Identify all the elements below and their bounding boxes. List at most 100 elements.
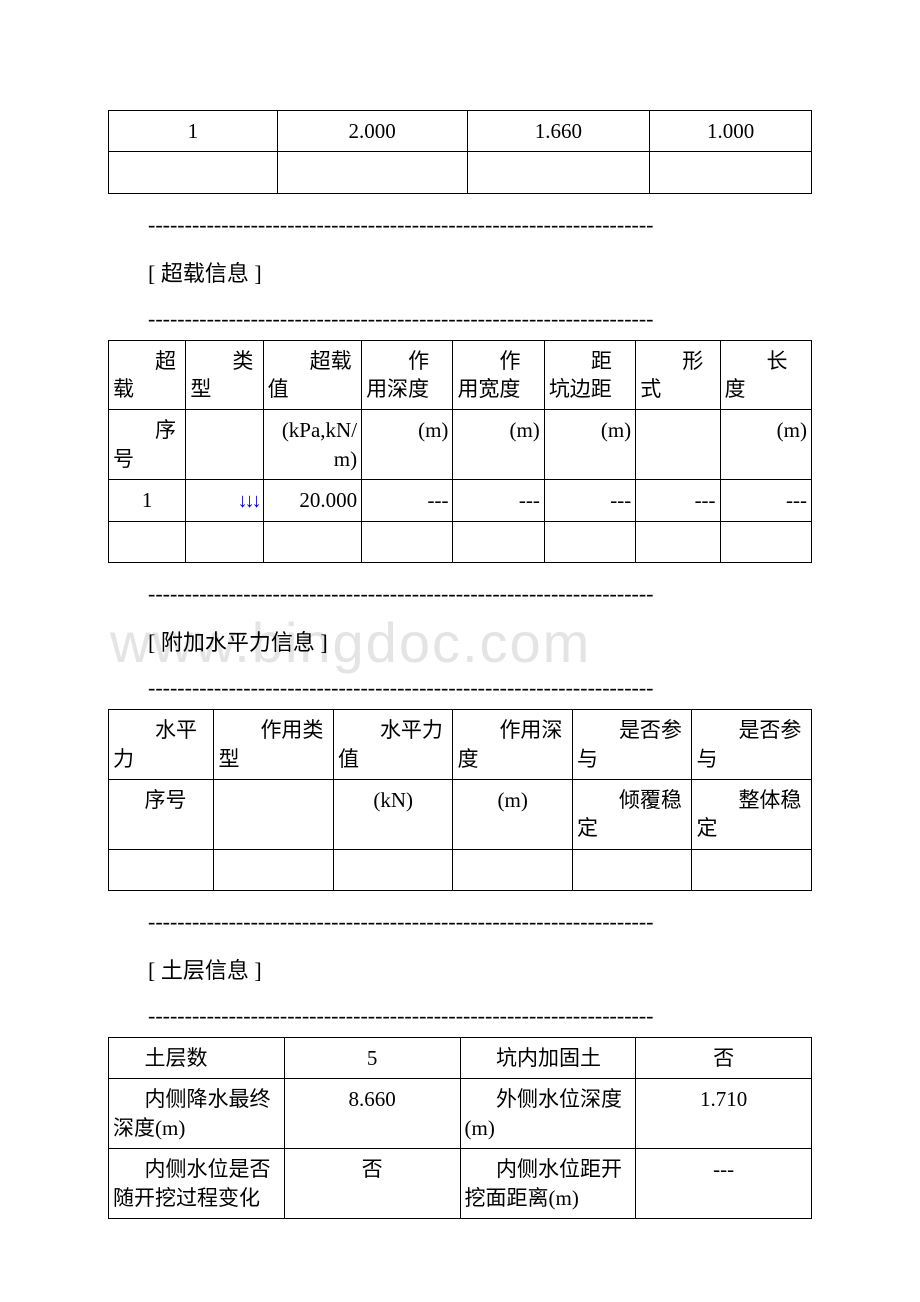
hdr-empty [636,410,720,480]
ov-d4: --- [636,480,720,522]
divider: ----------------------------------------… [148,909,812,935]
txt: (m) [418,418,448,442]
empty-cell [109,152,278,193]
txt: 水平力值 [338,718,443,770]
divider: ----------------------------------------… [148,581,812,607]
section-title-soil: [ 土层信息 ] [148,953,812,985]
empty-cell [186,522,263,563]
soil-k3: 内侧降水最终深度(m) [109,1079,285,1149]
txt: (m) [777,418,807,442]
table-row: 1 2.000 1.660 1.000 [109,111,812,152]
txt: 作用深度 [457,718,562,770]
ov-val: 20.000 [263,480,361,522]
ov-d3: --- [544,480,635,522]
hz-overall: 整体稳定 [692,780,812,850]
empty-cell [453,849,573,890]
txt: 内侧降水最终深度(m) [113,1087,271,1139]
hz-h6: 是否参与 [692,710,812,780]
soil-v1: 5 [284,1038,460,1079]
section-title-overload: [ 超载信息 ] [148,256,812,288]
empty-cell [467,152,650,193]
hdr-length: 长度 [720,340,811,410]
txt: 超载值 [268,349,352,401]
table-first: 1 2.000 1.660 1.000 [108,110,812,194]
empty-cell [692,849,812,890]
txt: 水平力 [113,718,197,770]
txt: (m) [601,418,631,442]
table-overload: 超载 类型 超载值 作用深度 作用宽度 距坑边距 形式 长度 序号 (kPa,k… [108,340,812,564]
table-row: 土层数 5 坑内加固土 否 [109,1038,812,1079]
divider: ----------------------------------------… [148,675,812,701]
table-soil: 土层数 5 坑内加固土 否 内侧降水最终深度(m) 8.660 外侧水位深度(m… [108,1037,812,1219]
empty-cell [109,849,214,890]
empty-cell [277,152,467,193]
hz-seq: 序号 [109,780,214,850]
hdr-unit-kpa: (kPa,kN/m) [263,410,361,480]
hdr-dist: 距坑边距 [544,340,635,410]
ov-type: ↓↓↓ [186,480,263,522]
empty-cell [544,522,635,563]
txt: 序号 [145,788,187,812]
txt: 是否参与 [696,718,801,770]
txt: 坑内加固土 [496,1046,601,1070]
txt: (m) [509,418,539,442]
distributed-load-icon: ↓↓↓ [238,490,259,512]
soil-v4: 1.710 [636,1079,812,1149]
hdr-type: 类型 [186,340,263,410]
txt: 内侧水位是否随开挖过程变化 [113,1157,271,1209]
soil-v6: --- [636,1149,812,1219]
ov-d2: --- [453,480,544,522]
txt: 类型 [190,349,253,401]
soil-v5: 否 [284,1149,460,1219]
soil-k6: 内侧水位距开挖面距离(m) [460,1149,636,1219]
hdr-unit-m: (m) [720,410,811,480]
hdr-value: 超载值 [263,340,361,410]
soil-v2: 否 [636,1038,812,1079]
txt: 外侧水位深度(m) [465,1087,623,1139]
table-row-empty [109,849,812,890]
table-row: 1 ↓↓↓ 20.000 --- --- --- --- --- [109,480,812,522]
empty-cell [636,522,720,563]
hz-h1: 水平力 [109,710,214,780]
table-row: 内侧降水最终深度(m) 8.660 外侧水位深度(m) 1.710 [109,1079,812,1149]
table-row-empty [109,152,812,193]
empty-cell [263,522,361,563]
empty-cell [453,522,544,563]
txt: 形式 [640,349,703,401]
table-row: 内侧水位是否随开挖过程变化 否 内侧水位距开挖面距离(m) --- [109,1149,812,1219]
empty-cell [650,152,812,193]
txt: 作用宽度 [457,349,520,401]
hz-h5: 是否参与 [572,710,692,780]
soil-k5: 内侧水位是否随开挖过程变化 [109,1149,285,1219]
hdr-unit-m: (m) [544,410,635,480]
table-row: 序号 (kN) (m) 倾覆稳定 整体稳定 [109,780,812,850]
txt: 倾覆稳定 [577,788,682,840]
ov-d5: --- [720,480,811,522]
hdr-empty [186,410,263,480]
hz-h3: 水平力值 [333,710,453,780]
hdr-depth: 作用深度 [362,340,453,410]
txt: 内侧水位距开挖面距离(m) [465,1157,623,1209]
hdr-overload: 超载 [109,340,186,410]
soil-k2: 坑内加固土 [460,1038,636,1079]
txt: 序号 [113,418,176,470]
t1-c3: 1.660 [467,111,650,152]
ov-seq: 1 [109,480,186,522]
empty-cell [333,849,453,890]
hdr-unit-m: (m) [453,410,544,480]
table-row: 超载 类型 超载值 作用深度 作用宽度 距坑边距 形式 长度 [109,340,812,410]
txt: 长度 [725,349,788,401]
hdr-seq: 序号 [109,410,186,480]
txt: 作用深度 [366,349,429,401]
t1-c4: 1.000 [650,111,812,152]
txt: 超载 [113,349,176,401]
table-row: 序号 (kPa,kN/m) (m) (m) (m) (m) [109,410,812,480]
hdr-form: 形式 [636,340,720,410]
hz-h4: 作用深度 [453,710,573,780]
soil-k1: 土层数 [109,1038,285,1079]
empty-cell [572,849,692,890]
section-title-horizontal: [ 附加水平力信息 ] [148,625,812,657]
divider: ----------------------------------------… [148,212,812,238]
txt: 作用类型 [218,718,323,770]
hz-kn: (kN) [333,780,453,850]
